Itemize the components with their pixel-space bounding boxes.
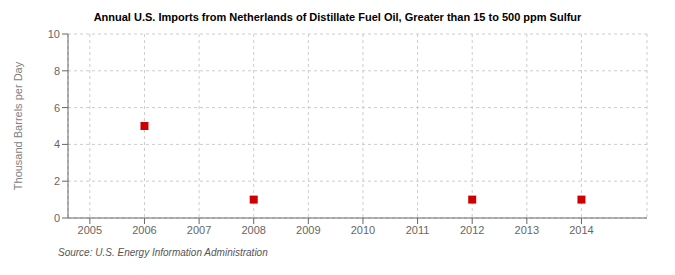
svg-text:2005: 2005: [78, 224, 102, 236]
svg-text:4: 4: [54, 138, 60, 150]
svg-text:2009: 2009: [296, 224, 320, 236]
svg-text:2006: 2006: [132, 224, 156, 236]
svg-text:2010: 2010: [351, 224, 375, 236]
svg-text:2014: 2014: [569, 224, 593, 236]
svg-text:2011: 2011: [406, 224, 430, 236]
svg-text:0: 0: [54, 212, 60, 224]
svg-text:2007: 2007: [187, 224, 211, 236]
html-text:Annual U.S. Imports from Nethe: Annual U.S. Imports from Netherlands of …: [93, 11, 582, 23]
svg-text:8: 8: [54, 65, 60, 77]
svg-text:2013: 2013: [515, 224, 539, 236]
svg-text:Thousand Barrels per Day: Thousand Barrels per Day: [12, 61, 24, 190]
svg-text:2: 2: [54, 175, 60, 187]
svg-text:6: 6: [54, 102, 60, 114]
html-text:Source: U.S. Energy Informatio: Source: U.S. Energy Information Administ…: [58, 247, 268, 258]
svg-text:2012: 2012: [460, 224, 484, 236]
svg-text:2008: 2008: [241, 224, 265, 236]
svg-text:10: 10: [48, 28, 60, 40]
